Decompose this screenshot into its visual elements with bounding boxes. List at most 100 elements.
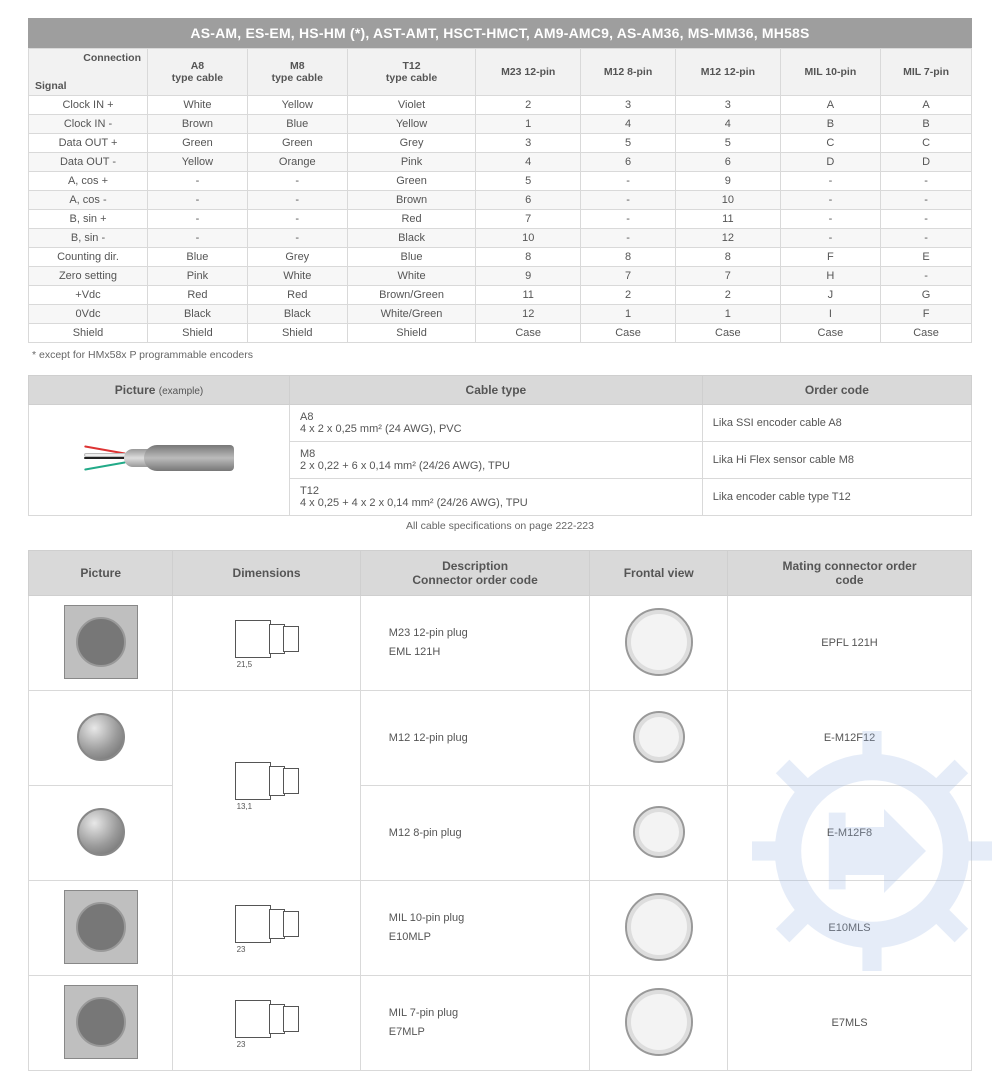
signal-cell: A — [780, 96, 880, 115]
signal-cell: - — [581, 229, 676, 248]
signal-cell: 1 — [676, 305, 781, 324]
signal-cell: White/Green — [347, 305, 476, 324]
signal-cell: Pink — [148, 267, 248, 286]
signal-cell: 6 — [476, 191, 581, 210]
signal-cell: 7 — [476, 210, 581, 229]
connector-picture-cell — [29, 881, 173, 976]
signal-cell: White — [347, 267, 476, 286]
table-row: Clock IN +WhiteYellowViolet233AA — [29, 96, 972, 115]
connector-square-icon — [64, 605, 138, 679]
signal-cell: Brown/Green — [347, 286, 476, 305]
signal-cell: D — [881, 153, 972, 172]
connector-description-cell: MIL 10-pin plugE10MLP — [360, 881, 590, 976]
signal-cell: Blue — [148, 248, 248, 267]
table-row: ShieldShieldShieldShieldCaseCaseCaseCase… — [29, 324, 972, 343]
signal-cell: 1 — [476, 115, 581, 134]
signal-cell: - — [581, 172, 676, 191]
signal-cell: 2 — [676, 286, 781, 305]
signal-cell: - — [881, 172, 972, 191]
table-row: 21,5M23 12-pin plugEML 121HEPFL 121H — [29, 596, 972, 691]
signal-cell: 6 — [581, 153, 676, 172]
cable-picture-cell — [29, 405, 290, 516]
connector-picture-cell — [29, 786, 173, 881]
conn-header-dimensions: Dimensions — [173, 551, 360, 596]
signal-cell: J — [780, 286, 880, 305]
signal-cell: B, sin + — [29, 210, 148, 229]
cable-header-order: Order code — [702, 376, 971, 405]
cable-spec-note: All cable specifications on page 222-223 — [28, 520, 972, 532]
signal-cell: - — [780, 229, 880, 248]
signal-cell: 4 — [676, 115, 781, 134]
signal-cell: +Vdc — [29, 286, 148, 305]
signal-cell: B — [780, 115, 880, 134]
signal-cell: Green — [247, 134, 347, 153]
signal-cell: F — [780, 248, 880, 267]
signal-cell: Brown — [148, 115, 248, 134]
signal-cell: Red — [148, 286, 248, 305]
signal-cell: Blue — [347, 248, 476, 267]
signal-cell: - — [247, 172, 347, 191]
table-row: 23MIL 7-pin plugE7MLPE7MLS — [29, 976, 972, 1071]
signal-cell: Zero setting — [29, 267, 148, 286]
signal-cell: Grey — [347, 134, 476, 153]
signal-cell: Green — [347, 172, 476, 191]
signal-cell: 3 — [581, 96, 676, 115]
signal-cell: Shield — [29, 324, 148, 343]
signal-cell: B, sin - — [29, 229, 148, 248]
connector-picture-cell — [29, 976, 173, 1071]
frontal-view-icon — [625, 608, 693, 676]
signal-cell: - — [780, 172, 880, 191]
mating-code-cell: E-M12F12 — [728, 691, 972, 786]
table-row: M12 8-pin plugE-M12F8 — [29, 786, 972, 881]
connector-description-cell: M12 12-pin plug — [360, 691, 590, 786]
signal-col-header: M8 type cable — [247, 49, 347, 96]
conn-header-frontal: Frontal view — [590, 551, 728, 596]
signal-col-header: MIL 10-pin — [780, 49, 880, 96]
frontal-view-cell — [590, 976, 728, 1071]
signal-cell: - — [581, 191, 676, 210]
signal-cell: F — [881, 305, 972, 324]
signal-cell: 1 — [581, 305, 676, 324]
table-row: B, sin ---Black10-12-- — [29, 229, 972, 248]
table-row: Data OUT -YellowOrangePink466DD — [29, 153, 972, 172]
signal-cell: - — [148, 210, 248, 229]
signal-cell: Red — [347, 210, 476, 229]
frontal-view-cell — [590, 691, 728, 786]
signal-cell: - — [247, 210, 347, 229]
signal-cell: 11 — [676, 210, 781, 229]
signal-cell: C — [881, 134, 972, 153]
signal-connection-table: Connection Signal A8 type cableM8 type c… — [28, 48, 972, 343]
mating-code-cell: E7MLS — [728, 976, 972, 1071]
signal-cell: Red — [247, 286, 347, 305]
signal-cell: - — [780, 210, 880, 229]
table-row: +VdcRedRedBrown/Green1122JG — [29, 286, 972, 305]
signal-cell: 7 — [676, 267, 781, 286]
models-title-bar: AS-AM, ES-EM, HS-HM (*), AST-AMT, HSCT-H… — [28, 18, 972, 48]
signal-cell: 4 — [581, 115, 676, 134]
frontal-view-cell — [590, 596, 728, 691]
mating-code-cell: E-M12F8 — [728, 786, 972, 881]
signal-cell: - — [780, 191, 880, 210]
signal-cell: Shield — [347, 324, 476, 343]
signal-cell: - — [148, 191, 248, 210]
signal-col-header: T12 type cable — [347, 49, 476, 96]
signal-cell: 3 — [476, 134, 581, 153]
frontal-view-icon — [625, 893, 693, 961]
signal-cell: 9 — [676, 172, 781, 191]
signal-cell: E — [881, 248, 972, 267]
signal-cell: Violet — [347, 96, 476, 115]
signal-cell: Black — [247, 305, 347, 324]
signal-cell: 9 — [476, 267, 581, 286]
dimension-drawing-cell: 21,5 — [173, 596, 360, 691]
signal-cell: - — [881, 191, 972, 210]
frontal-view-icon — [633, 711, 685, 763]
connector-square-icon — [64, 890, 138, 964]
connector-table: Picture Dimensions Description Connector… — [28, 550, 972, 1071]
signal-cell: Yellow — [148, 153, 248, 172]
signal-cell: 0Vdc — [29, 305, 148, 324]
signal-cell: White — [247, 267, 347, 286]
signal-cell: White — [148, 96, 248, 115]
mating-code-cell: E10MLS — [728, 881, 972, 976]
dimension-drawing-icon: 23 — [217, 897, 317, 957]
table-row: Counting dir.BlueGreyBlue888FE — [29, 248, 972, 267]
